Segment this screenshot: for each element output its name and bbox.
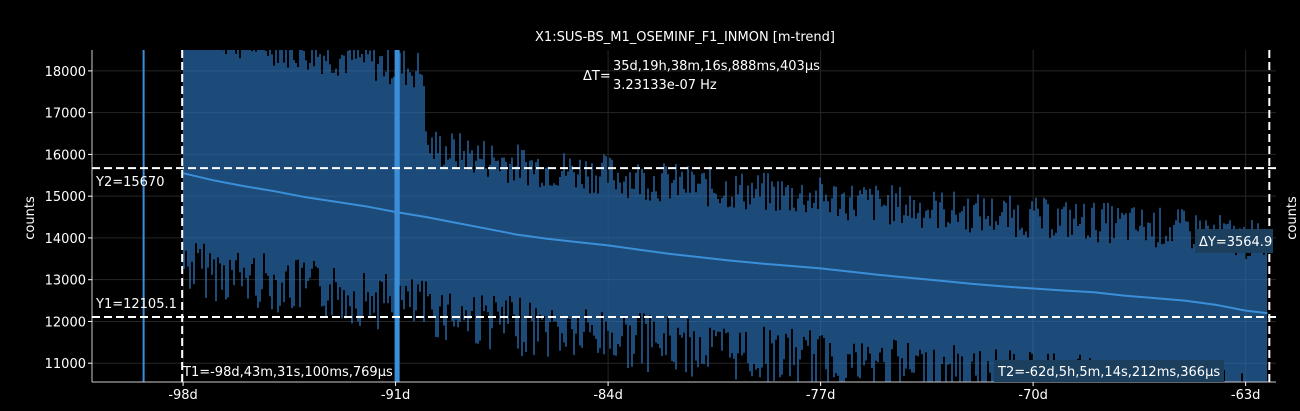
delta-y-label-bg: [1195, 229, 1273, 253]
x-tick-label: -70d: [1018, 388, 1048, 403]
y-axis-label: counts: [23, 196, 38, 240]
axis-ticks: 11000 12000 13000 14000 15000 16000 17000 18000…: [45, 50, 1276, 403]
chart-title: X1:SUS-BS_M1_OSEMINF_F1_INMON [m-trend]: [535, 30, 835, 45]
y-tick-label: 15000: [45, 190, 86, 205]
delta-t-value: 35d,19h,38m,16s,888ms,403µs: [613, 59, 820, 74]
cursor-lines: [92, 50, 1276, 382]
y-tick-label: 12000: [45, 315, 86, 330]
delta-y-label: ΔY=3564.9: [1199, 235, 1272, 250]
delta-f-value: 3.23133e-07 Hz: [613, 78, 717, 93]
y2-cursor-label: Y2=15670: [95, 175, 164, 190]
y-tick-label: 18000: [45, 65, 86, 80]
t2-label-bg: [994, 360, 1224, 382]
x-tick-label: -98d: [168, 388, 198, 403]
t2-cursor-label: T2=-62d,5h,5m,14s,212ms,366µs: [997, 365, 1220, 380]
y1-cursor-label: Y1=12105.1: [95, 297, 177, 312]
y-tick-label: 11000: [45, 357, 86, 372]
t1-cursor-label: T1=-98d,43m,31s,100ms,769µs: [182, 365, 393, 380]
x-tick-label: -84d: [593, 388, 623, 403]
x-tick-label: -63d: [1231, 388, 1261, 403]
y-axis-label-right: counts: [1285, 196, 1300, 240]
x-tick-label: -91d: [381, 388, 411, 403]
y-tick-label: 17000: [45, 107, 86, 122]
series-envelope: [183, 50, 1267, 382]
delta-t-prefix: ΔT=: [583, 69, 611, 84]
y-tick-label: 16000: [45, 148, 86, 163]
y-tick-label: 14000: [45, 232, 86, 247]
envelope-layer: [142, 50, 1268, 382]
x-tick-label: -77d: [806, 388, 836, 403]
series-line: [182, 172, 1268, 315]
y-tick-label: 13000: [45, 274, 86, 289]
